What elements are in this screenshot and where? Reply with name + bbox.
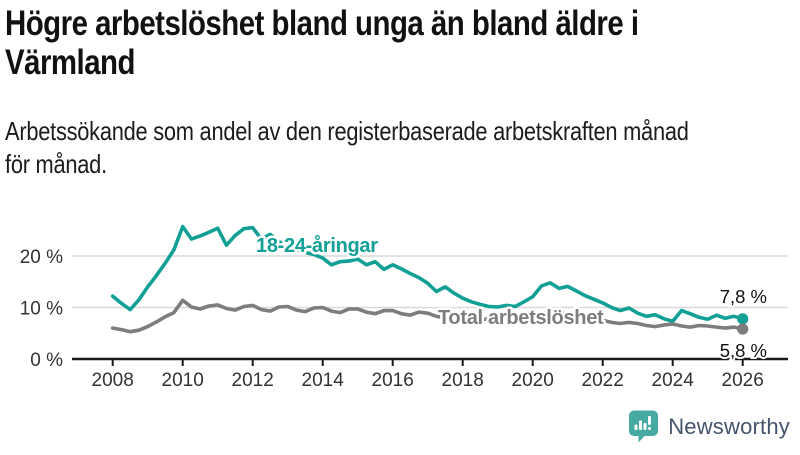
x-axis-tick-label: 2020 bbox=[512, 370, 554, 391]
x-axis-tick-label: 2018 bbox=[442, 370, 484, 391]
series-line-1 bbox=[110, 298, 745, 334]
y-axis-tick-label: 0 % bbox=[30, 350, 63, 371]
x-axis-tick-label: 2012 bbox=[232, 370, 274, 391]
page-title: Högre arbetslöshet bland unga än bland ä… bbox=[5, 4, 800, 82]
newsworthy-logo[interactable]: Newsworthy bbox=[628, 410, 790, 443]
series-label-0: 18-24-åringar bbox=[256, 234, 378, 257]
series-end-dot-0 bbox=[737, 313, 749, 325]
x-axis-tick-label: 2008 bbox=[92, 370, 134, 391]
x-axis-tick-label: 2014 bbox=[302, 370, 345, 391]
x-axis-tick-label: 2016 bbox=[372, 370, 414, 391]
y-axis-tick-label: 10 % bbox=[20, 299, 63, 320]
series-label-1: Total arbetslöshet bbox=[438, 307, 604, 329]
page-subtitle-line1: Arbetssökande som andel av den registerb… bbox=[5, 116, 689, 146]
newsworthy-speech-bubble-chart-icon bbox=[629, 410, 659, 443]
page-subtitle-line2: för månad. bbox=[5, 149, 107, 179]
page-title-line1: Högre arbetslöshet bland unga än bland ä… bbox=[5, 4, 639, 43]
x-axis-tick-label: 2024 bbox=[652, 370, 695, 391]
series-line-0 bbox=[110, 224, 745, 324]
x-axis-tick-label: 2010 bbox=[162, 370, 204, 391]
y-axis-tick-label: 20 % bbox=[20, 247, 63, 268]
series-end-value-label-0: 7,8 % bbox=[720, 286, 767, 307]
x-axis-tick-label: 2022 bbox=[582, 370, 624, 391]
page-subtitle: Arbetssökande som andel av den registerb… bbox=[5, 115, 800, 181]
x-axis-tick-label: 2026 bbox=[722, 370, 764, 391]
page-title-line2: Värmland bbox=[5, 43, 135, 82]
brand-name: Newsworthy bbox=[668, 413, 790, 439]
logo-bars-and-exclamation bbox=[634, 416, 652, 430]
series-end-value-label-1: 5,8 % bbox=[720, 340, 767, 361]
series-end-dot-1 bbox=[737, 323, 749, 335]
